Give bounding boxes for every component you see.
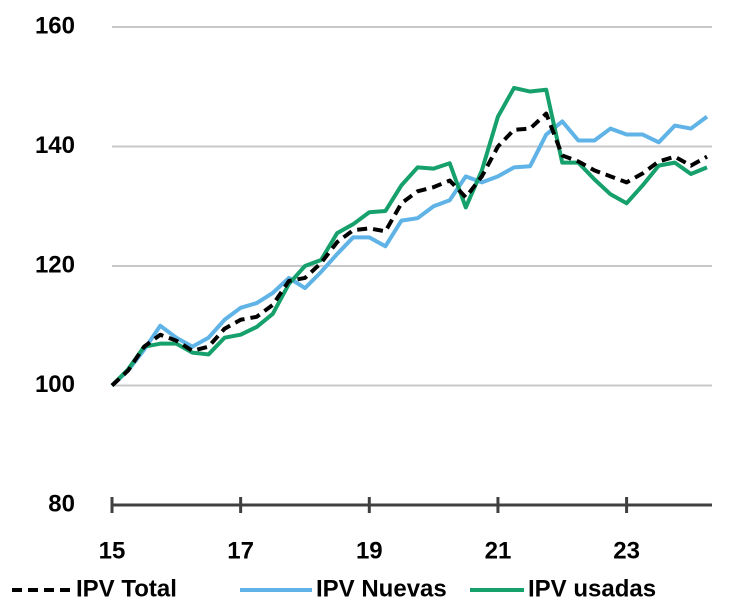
y-tick-label: 160 — [35, 12, 75, 39]
legend-label: IPV Total — [76, 575, 177, 602]
y-tick-label: 80 — [48, 490, 75, 517]
x-tick-label: 23 — [613, 537, 640, 564]
x-tick-label: 19 — [356, 537, 383, 564]
x-tick-label: 17 — [227, 537, 254, 564]
y-tick-label: 120 — [35, 251, 75, 278]
series-line — [110, 115, 709, 387]
legend-label: IPV usadas — [528, 575, 656, 602]
series-line — [110, 111, 708, 387]
x-tick-label: 21 — [485, 537, 512, 564]
x-tick-label: 15 — [99, 537, 126, 564]
y-tick-label: 140 — [35, 132, 75, 159]
legend-label: IPV Nuevas — [316, 575, 447, 602]
y-tick-label: 100 — [35, 371, 75, 398]
series-line — [110, 85, 708, 387]
